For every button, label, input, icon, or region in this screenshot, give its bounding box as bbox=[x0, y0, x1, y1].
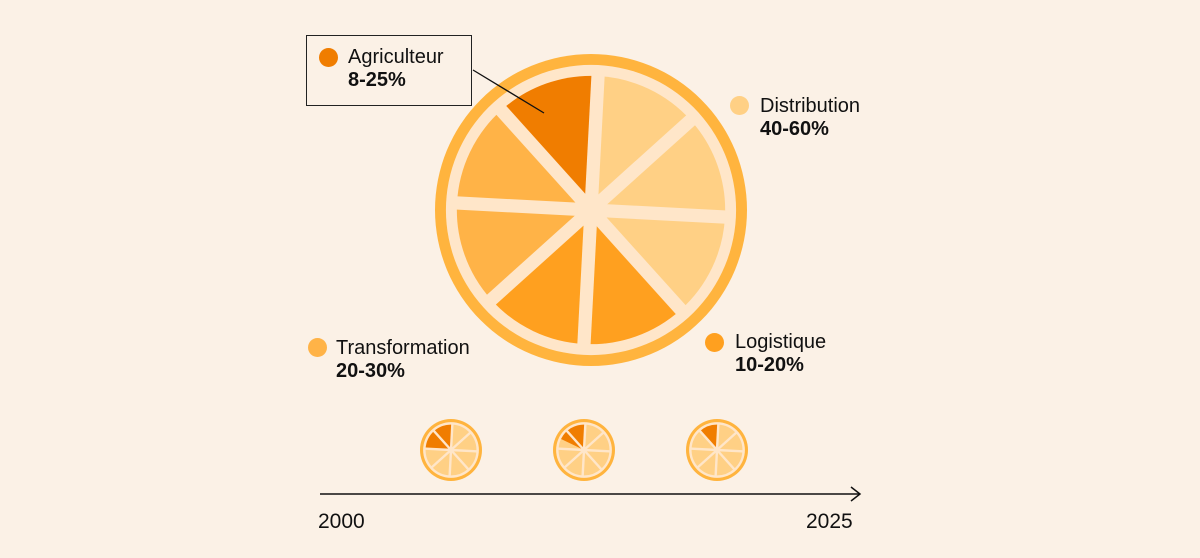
small-orange-2-segment bbox=[565, 450, 584, 476]
distribution-range: 40-60% bbox=[760, 118, 829, 140]
small-orange-3-segment bbox=[698, 450, 717, 476]
main-orange-core bbox=[575, 194, 607, 226]
small-orange-2-segment bbox=[584, 432, 610, 452]
logistique-name: Logistique bbox=[735, 331, 827, 353]
small-orange-2-segment-divider bbox=[583, 448, 612, 453]
main-orange-segment-distribution bbox=[591, 76, 691, 210]
small-orange-2-segment-divider bbox=[582, 422, 587, 451]
timeline-start-label: 2000 bbox=[318, 510, 365, 533]
small-orange-3-segment bbox=[715, 450, 735, 476]
small-orange-1-segment-divider bbox=[448, 449, 453, 478]
timeline-end-label: 2025 bbox=[806, 510, 853, 533]
small-orange-3-farmer-share bbox=[699, 424, 719, 450]
small-orange-2-segment-divider bbox=[581, 449, 586, 478]
logistique-label: Logistique 10-20% bbox=[735, 331, 826, 377]
small-orange-2-segment-divider bbox=[583, 430, 606, 451]
logistique-range: 10-20% bbox=[735, 354, 804, 376]
main-orange-segment-divider bbox=[586, 111, 700, 215]
main-orange-segment-divider bbox=[482, 205, 596, 309]
small-orange-3-segment-divider bbox=[714, 449, 719, 478]
small-orange-3-segment bbox=[717, 432, 743, 452]
small-orange-3-segment bbox=[717, 424, 736, 450]
small-orange-3-segment-divider bbox=[695, 449, 718, 470]
small-orange-1-segment-divider bbox=[450, 430, 473, 451]
small-orange-3-segment-divider bbox=[689, 447, 718, 452]
small-orange-1-segment-divider bbox=[431, 428, 452, 451]
small-orange-2-segment-divider bbox=[556, 447, 585, 452]
small-orange-3-core bbox=[714, 447, 720, 453]
small-orange-1-segment bbox=[451, 424, 470, 450]
small-orange-1-segment bbox=[449, 450, 469, 476]
small-orange-3-segment bbox=[691, 448, 717, 468]
small-orange-3-segment-divider bbox=[697, 428, 718, 451]
transformation-name: Transformation bbox=[336, 337, 470, 359]
distribution-name: Distribution bbox=[760, 95, 861, 117]
main-orange-segment-divider bbox=[577, 209, 598, 351]
agriculteur-callout-box bbox=[306, 35, 472, 106]
small-orange-3-segment-divider bbox=[716, 430, 739, 451]
small-orange-1-segment-divider bbox=[429, 449, 452, 470]
agriculteur-range: 8-25% bbox=[348, 69, 406, 91]
distribution-label: Distribution 40-60% bbox=[760, 95, 860, 141]
main-orange-segment-divider bbox=[450, 196, 592, 217]
main-orange-segment-distribution bbox=[591, 210, 725, 310]
small-orange-1-segment bbox=[451, 432, 477, 452]
small-orange-2-segment bbox=[582, 450, 602, 476]
main-orange-segment-transformation bbox=[457, 110, 591, 210]
main-orange-segment-divider bbox=[584, 69, 605, 211]
small-orange-3-segment-divider bbox=[716, 449, 737, 472]
main-orange-segment-transformation bbox=[456, 202, 591, 300]
small-orange-2-segment-divider bbox=[562, 449, 585, 470]
small-orange-1-core bbox=[448, 447, 454, 453]
main-orange-segment-distribution bbox=[591, 120, 726, 218]
transformation-label: Transformation 20-30% bbox=[336, 337, 470, 383]
small-orange-1-segment-divider bbox=[449, 422, 454, 451]
main-orange-segment-logistique bbox=[491, 210, 591, 344]
main-orange-segment-divider bbox=[586, 205, 690, 319]
distribution-legend-dot bbox=[730, 96, 749, 115]
timeline-arrowhead-icon bbox=[850, 486, 862, 502]
main-orange-segment-agriculteur bbox=[501, 75, 599, 211]
logistique-legend-dot bbox=[705, 333, 724, 352]
agriculteur-label: Agriculteur 8-25% bbox=[348, 46, 444, 92]
small-orange-2-segment bbox=[558, 448, 584, 468]
small-orange-3-segment-divider bbox=[715, 422, 720, 451]
small-orange-2-segment-divider bbox=[583, 449, 604, 472]
main-orange-segment-divider bbox=[492, 101, 596, 215]
small-orange-2-segment bbox=[584, 424, 603, 450]
small-orange-3-segment-divider bbox=[716, 448, 745, 453]
small-orange-1-segment bbox=[432, 450, 451, 476]
small-orange-1-segment bbox=[451, 450, 477, 469]
small-orange-3-segment bbox=[717, 450, 743, 469]
small-orange-3-segment bbox=[691, 431, 717, 450]
transformation-legend-dot bbox=[308, 338, 327, 357]
small-orange-2-core bbox=[581, 447, 587, 453]
agriculteur-callout-line bbox=[472, 69, 545, 114]
small-orange-1-segment-divider bbox=[450, 449, 471, 472]
small-orange-1-segment-divider bbox=[423, 447, 452, 452]
agriculteur-name: Agriculteur bbox=[348, 46, 444, 68]
main-orange-segment-divider bbox=[590, 203, 732, 224]
main-orange-segment-logistique bbox=[583, 210, 681, 345]
small-orange-2-segment-divider bbox=[564, 428, 585, 451]
small-orange-1-segment bbox=[425, 448, 451, 468]
transformation-range: 20-30% bbox=[336, 360, 405, 382]
small-orange-2-segment bbox=[584, 450, 610, 469]
small-orange-1-segment-divider bbox=[450, 448, 479, 453]
agriculteur-legend-dot bbox=[319, 48, 338, 67]
